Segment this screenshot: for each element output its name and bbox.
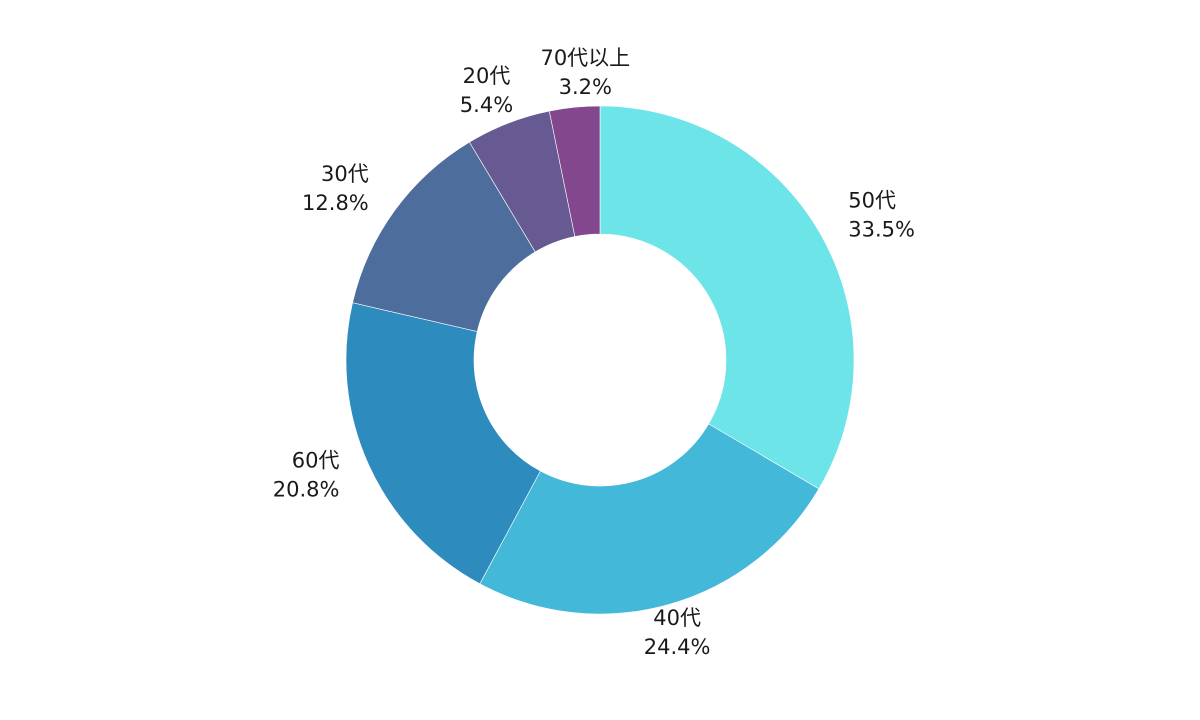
slice-percent-label: 33.5% bbox=[848, 218, 915, 242]
slices-layer bbox=[345, 105, 855, 615]
slice-label-1: 50代 33.5% bbox=[848, 189, 915, 242]
labels-layer: 50代 33.5% 40代 24.4% 60代 20.8% 30代 12.8% 20代 5.4% 7… bbox=[273, 46, 915, 659]
slice-4 bbox=[352, 141, 536, 332]
slice-percent-label: 3.2% bbox=[559, 75, 612, 99]
slice-6 bbox=[548, 105, 601, 237]
slice-category-label: 30代 bbox=[321, 162, 369, 186]
slice-category-label: 40代 bbox=[653, 606, 701, 630]
slice-label-2: 40代 24.4% bbox=[644, 606, 711, 659]
slice-label-5: 20代 5.4% bbox=[460, 64, 513, 117]
slice-2 bbox=[479, 423, 820, 615]
slice-label-4: 30代 12.8% bbox=[302, 162, 369, 215]
slice-percent-label: 5.4% bbox=[460, 93, 513, 117]
slice-label-3: 60代 20.8% bbox=[273, 448, 340, 501]
slice-category-label: 20代 bbox=[463, 64, 511, 88]
slice-category-label: 60代 bbox=[292, 448, 340, 472]
slice-percent-label: 12.8% bbox=[302, 191, 369, 215]
slice-category-label: 50代 bbox=[848, 189, 896, 213]
slice-category-label: 70代以上 bbox=[540, 46, 630, 70]
slice-percent-label: 20.8% bbox=[273, 477, 340, 501]
slice-percent-label: 24.4% bbox=[644, 635, 711, 659]
slice-label-6: 70代以上 3.2% bbox=[540, 46, 630, 99]
slice-3 bbox=[345, 302, 541, 585]
slice-1 bbox=[599, 105, 855, 490]
